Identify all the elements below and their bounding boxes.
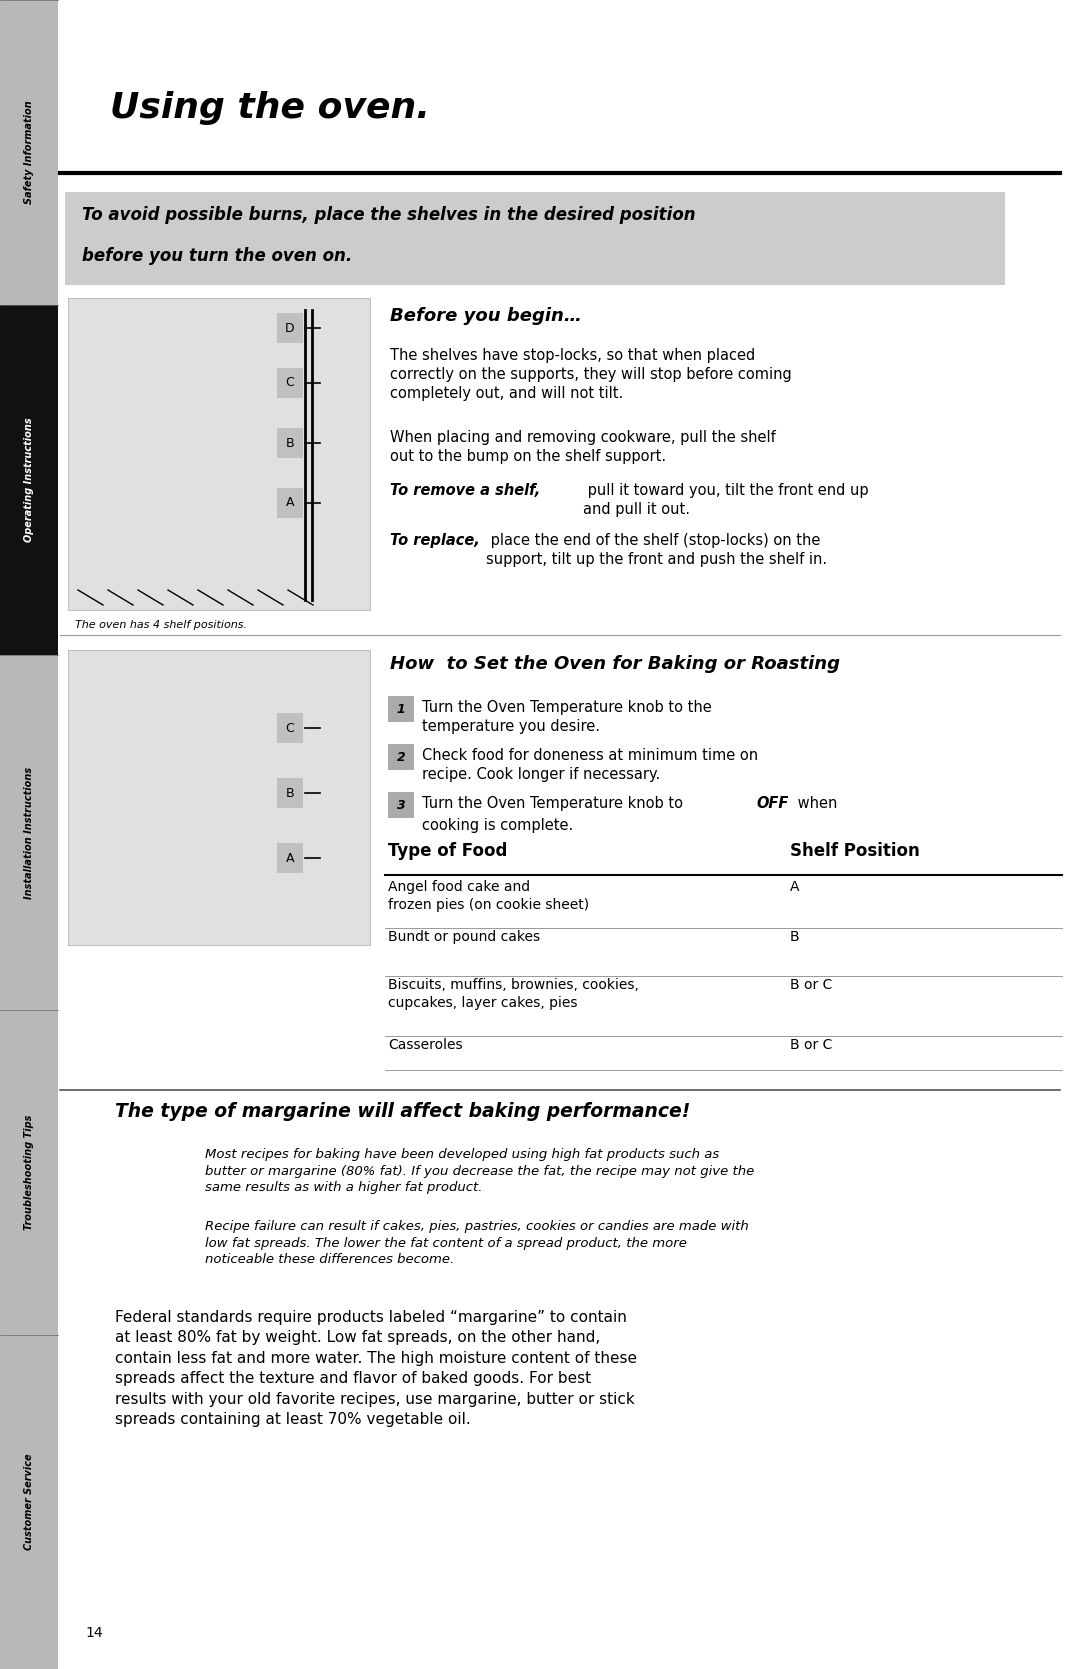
- Text: Bundt or pound cakes: Bundt or pound cakes: [388, 930, 540, 945]
- Text: B or C: B or C: [789, 1038, 833, 1051]
- Text: C: C: [285, 377, 295, 389]
- Text: Operating Instructions: Operating Instructions: [24, 417, 33, 542]
- Text: Safety Information: Safety Information: [24, 100, 33, 204]
- Text: To remove a shelf,: To remove a shelf,: [390, 482, 540, 497]
- Text: Type of Food: Type of Food: [388, 841, 508, 860]
- Bar: [65, 192, 1005, 285]
- Text: B or C: B or C: [789, 978, 833, 991]
- Text: cooking is complete.: cooking is complete.: [422, 818, 573, 833]
- Text: To replace,: To replace,: [390, 532, 480, 547]
- Text: Angel food cake and
frozen pies (on cookie sheet): Angel food cake and frozen pies (on cook…: [388, 880, 589, 911]
- Text: Turn the Oven Temperature knob to the
temperature you desire.: Turn the Oven Temperature knob to the te…: [422, 699, 712, 734]
- Text: 1: 1: [396, 703, 405, 716]
- Text: A: A: [789, 880, 799, 895]
- Text: The shelves have stop-locks, so that when placed
correctly on the supports, they: The shelves have stop-locks, so that whe…: [390, 349, 792, 402]
- Text: When placing and removing cookware, pull the shelf
out to the bump on the shelf : When placing and removing cookware, pull…: [390, 431, 775, 464]
- Text: before you turn the oven on.: before you turn the oven on.: [82, 247, 352, 265]
- Text: 2: 2: [396, 751, 405, 763]
- Bar: [388, 793, 414, 818]
- Text: pull it toward you, tilt the front end up
and pull it out.: pull it toward you, tilt the front end u…: [583, 482, 868, 517]
- Text: Using the oven.: Using the oven.: [110, 92, 430, 125]
- Bar: [0, 1335, 58, 1669]
- Text: Biscuits, muffins, brownies, cookies,
cupcakes, layer cakes, pies: Biscuits, muffins, brownies, cookies, cu…: [388, 978, 639, 1010]
- Text: B: B: [286, 786, 295, 799]
- Text: 14: 14: [85, 1626, 103, 1641]
- Text: place the end of the shelf (stop-locks) on the
support, tilt up the front and pu: place the end of the shelf (stop-locks) …: [486, 532, 827, 567]
- Text: Recipe failure can result if cakes, pies, pastries, cookies or candies are made : Recipe failure can result if cakes, pies…: [205, 1220, 748, 1267]
- Text: The oven has 4 shelf positions.: The oven has 4 shelf positions.: [75, 619, 247, 629]
- Text: Installation Instructions: Installation Instructions: [24, 766, 33, 898]
- Bar: [276, 427, 303, 457]
- Text: Casseroles: Casseroles: [388, 1038, 462, 1051]
- Bar: [0, 1010, 58, 1335]
- Text: Turn the Oven Temperature knob to: Turn the Oven Temperature knob to: [422, 796, 688, 811]
- Text: C: C: [285, 721, 295, 734]
- Bar: [276, 778, 303, 808]
- Text: D: D: [285, 322, 295, 334]
- Text: when: when: [793, 796, 837, 811]
- Bar: [388, 696, 414, 723]
- Text: OFF: OFF: [756, 796, 788, 811]
- Text: Before you begin…: Before you begin…: [390, 307, 582, 325]
- Text: A: A: [286, 496, 294, 509]
- Text: B: B: [286, 437, 295, 449]
- Text: The type of margarine will affect baking performance!: The type of margarine will affect baking…: [114, 1102, 690, 1122]
- Text: A: A: [286, 851, 294, 865]
- Bar: [0, 305, 58, 654]
- Text: Federal standards require products labeled “margarine” to contain
at least 80% f: Federal standards require products label…: [114, 1310, 637, 1427]
- Text: To avoid possible burns, place the shelves in the desired position: To avoid possible burns, place the shelv…: [82, 205, 696, 224]
- Bar: [276, 314, 303, 344]
- Text: 3: 3: [396, 798, 405, 811]
- Text: Check food for doneness at minimum time on
recipe. Cook longer if necessary.: Check food for doneness at minimum time …: [422, 748, 758, 783]
- Bar: [68, 299, 370, 609]
- Text: Customer Service: Customer Service: [24, 1454, 33, 1551]
- Bar: [276, 487, 303, 517]
- Text: Shelf Position: Shelf Position: [789, 841, 920, 860]
- Bar: [68, 649, 370, 945]
- Bar: [388, 744, 414, 769]
- Bar: [0, 0, 58, 1669]
- Text: B: B: [789, 930, 799, 945]
- Bar: [276, 843, 303, 873]
- Bar: [276, 367, 303, 397]
- Bar: [276, 713, 303, 743]
- Text: Most recipes for baking have been developed using high fat products such as
butt: Most recipes for baking have been develo…: [205, 1148, 754, 1193]
- Bar: [0, 654, 58, 1010]
- Text: Troubleshooting Tips: Troubleshooting Tips: [24, 1115, 33, 1230]
- Text: How  to Set the Oven for Baking or Roasting: How to Set the Oven for Baking or Roasti…: [390, 654, 840, 673]
- Bar: [0, 0, 58, 305]
